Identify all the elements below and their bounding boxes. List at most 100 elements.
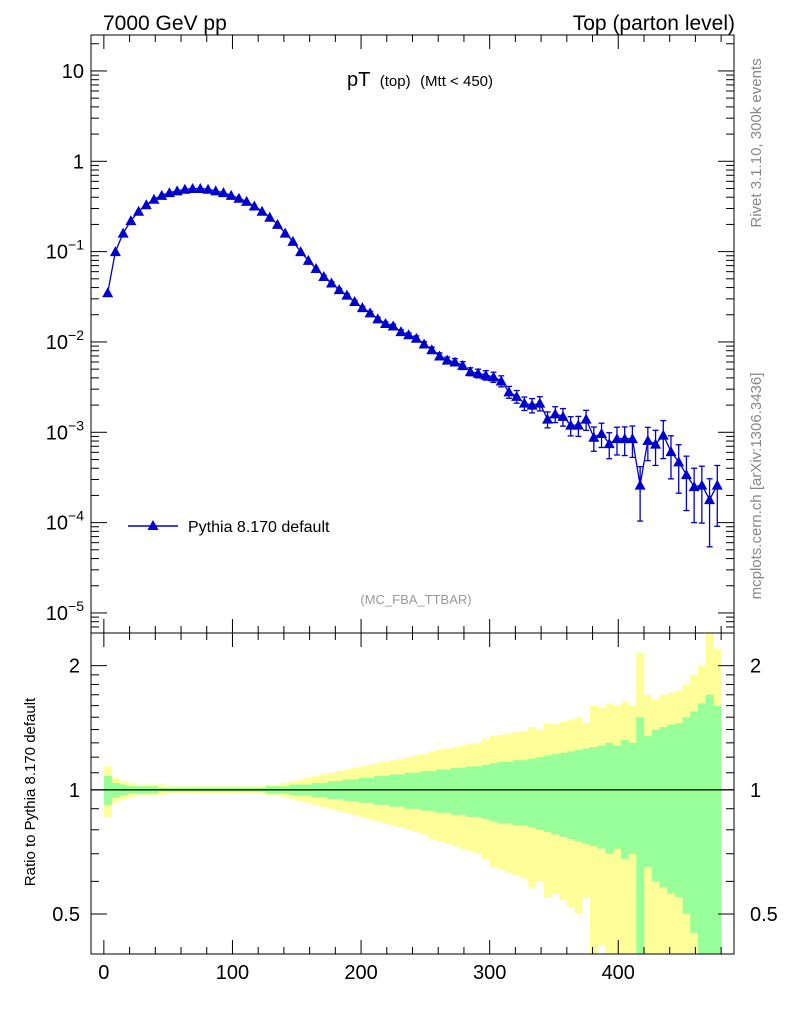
ratio-y-axis-label: Ratio to Pythia 8.170 default — [22, 697, 39, 886]
ratio-green-band — [589, 747, 598, 847]
data-point — [611, 433, 623, 444]
ratio-green-band — [613, 745, 622, 849]
data-point — [665, 446, 677, 457]
data-point — [503, 386, 515, 397]
ratio-y-tick-label-left: 0.5 — [52, 904, 80, 926]
data-point — [704, 494, 716, 505]
data-point — [511, 390, 523, 401]
rivet-version-label: Rivet 3.1.10, 300k events — [748, 58, 765, 227]
data-point — [441, 354, 453, 365]
ratio-green-band — [620, 740, 629, 859]
ratio-green-band — [690, 711, 699, 933]
data-point — [256, 205, 268, 216]
y-tick-label: 10−1 — [46, 237, 84, 264]
data-point — [542, 413, 554, 424]
ratio-green-band — [458, 767, 467, 815]
data-point — [318, 271, 330, 282]
ratio-green-band — [427, 771, 436, 811]
ratio-green-band — [682, 717, 691, 915]
x-tick-label: 400 — [602, 962, 635, 984]
y-tick-label-base: 1 — [73, 151, 84, 173]
ratio-green-band — [420, 771, 429, 811]
x-tick-label: 100 — [216, 962, 249, 984]
y-tick-label-exponent: −1 — [68, 237, 84, 253]
data-point — [488, 371, 500, 382]
ratio-plot-area — [91, 633, 734, 954]
data-point — [650, 438, 662, 449]
y-tick-label: 1 — [73, 151, 84, 173]
y-tick-label-base: 10 — [46, 332, 68, 354]
data-point — [333, 284, 345, 295]
main-axis-ticks — [91, 35, 734, 634]
ratio-green-band — [674, 723, 683, 897]
ratio-green-band — [451, 767, 460, 815]
ratio-green-band — [659, 727, 668, 888]
data-point — [310, 263, 322, 274]
ratio-y-tick-label-left: 2 — [69, 656, 80, 678]
y-tick-label-base: 10 — [46, 422, 68, 444]
y-tick-label-base: 10 — [46, 242, 68, 264]
x-tick-label: 0 — [98, 962, 109, 984]
ratio-green-band — [582, 748, 591, 844]
data-point — [619, 433, 631, 444]
ratio-y-tick-labels: 2 2 1 1 0.5 0.5 — [52, 656, 778, 926]
data-point — [642, 435, 654, 446]
ratio-green-band — [389, 774, 398, 807]
data-point — [549, 408, 561, 419]
data-point — [426, 344, 438, 355]
ratio-green-band — [667, 724, 676, 894]
data-point — [457, 359, 469, 370]
data-point — [680, 469, 692, 480]
data-point — [565, 419, 577, 430]
data-point — [449, 356, 461, 367]
y-tick-label: 10−3 — [46, 417, 84, 444]
data-point — [387, 320, 399, 331]
ratio-green-band — [528, 758, 537, 828]
main-plot-area — [102, 182, 723, 548]
plot-title-sub1: (top) — [380, 73, 411, 90]
data-point — [472, 367, 484, 378]
data-point — [125, 215, 137, 226]
data-point — [248, 200, 260, 211]
ratio-green-band — [705, 694, 714, 954]
data-point — [557, 410, 569, 421]
data-point — [395, 326, 407, 337]
data-point — [580, 413, 592, 424]
data-point — [464, 366, 476, 377]
mcplots-label: mcplots.cern.ch [arXiv:1306.3436] — [748, 373, 765, 600]
data-point — [217, 187, 229, 198]
ratio-green-band — [551, 754, 560, 835]
plot-title-sub2: (Mtt < 450) — [420, 73, 493, 90]
ratio-green-band — [574, 749, 583, 842]
ratio-green-band — [497, 761, 506, 824]
data-point — [711, 479, 723, 490]
data-point — [379, 318, 391, 329]
data-point — [179, 183, 191, 194]
data-point — [356, 302, 368, 313]
data-point — [572, 419, 584, 430]
data-point — [117, 227, 129, 238]
data-point — [418, 338, 430, 349]
ratio-green-band — [512, 760, 521, 826]
data-point — [673, 456, 685, 467]
ratio-green-band — [404, 772, 413, 809]
data-point — [534, 397, 546, 408]
y-tick-label-exponent: −4 — [68, 508, 84, 524]
ratio-green-band — [713, 705, 722, 954]
data-point — [596, 427, 608, 438]
ratio-y-tick-label-right: 0.5 — [750, 904, 778, 926]
ratio-green-band — [605, 742, 614, 854]
plot-title-main: pT — [347, 69, 370, 91]
legend-marker-icon — [147, 520, 159, 530]
y-tick-label: 10−5 — [46, 598, 84, 625]
ratio-green-band — [397, 774, 406, 807]
x-tick-labels: 0 100 200 300 400 — [98, 962, 635, 984]
data-point — [225, 189, 237, 200]
data-point — [194, 182, 206, 193]
y-tick-label: 10−2 — [46, 327, 84, 354]
x-tick-label: 300 — [473, 962, 506, 984]
ratio-green-band — [466, 766, 475, 817]
